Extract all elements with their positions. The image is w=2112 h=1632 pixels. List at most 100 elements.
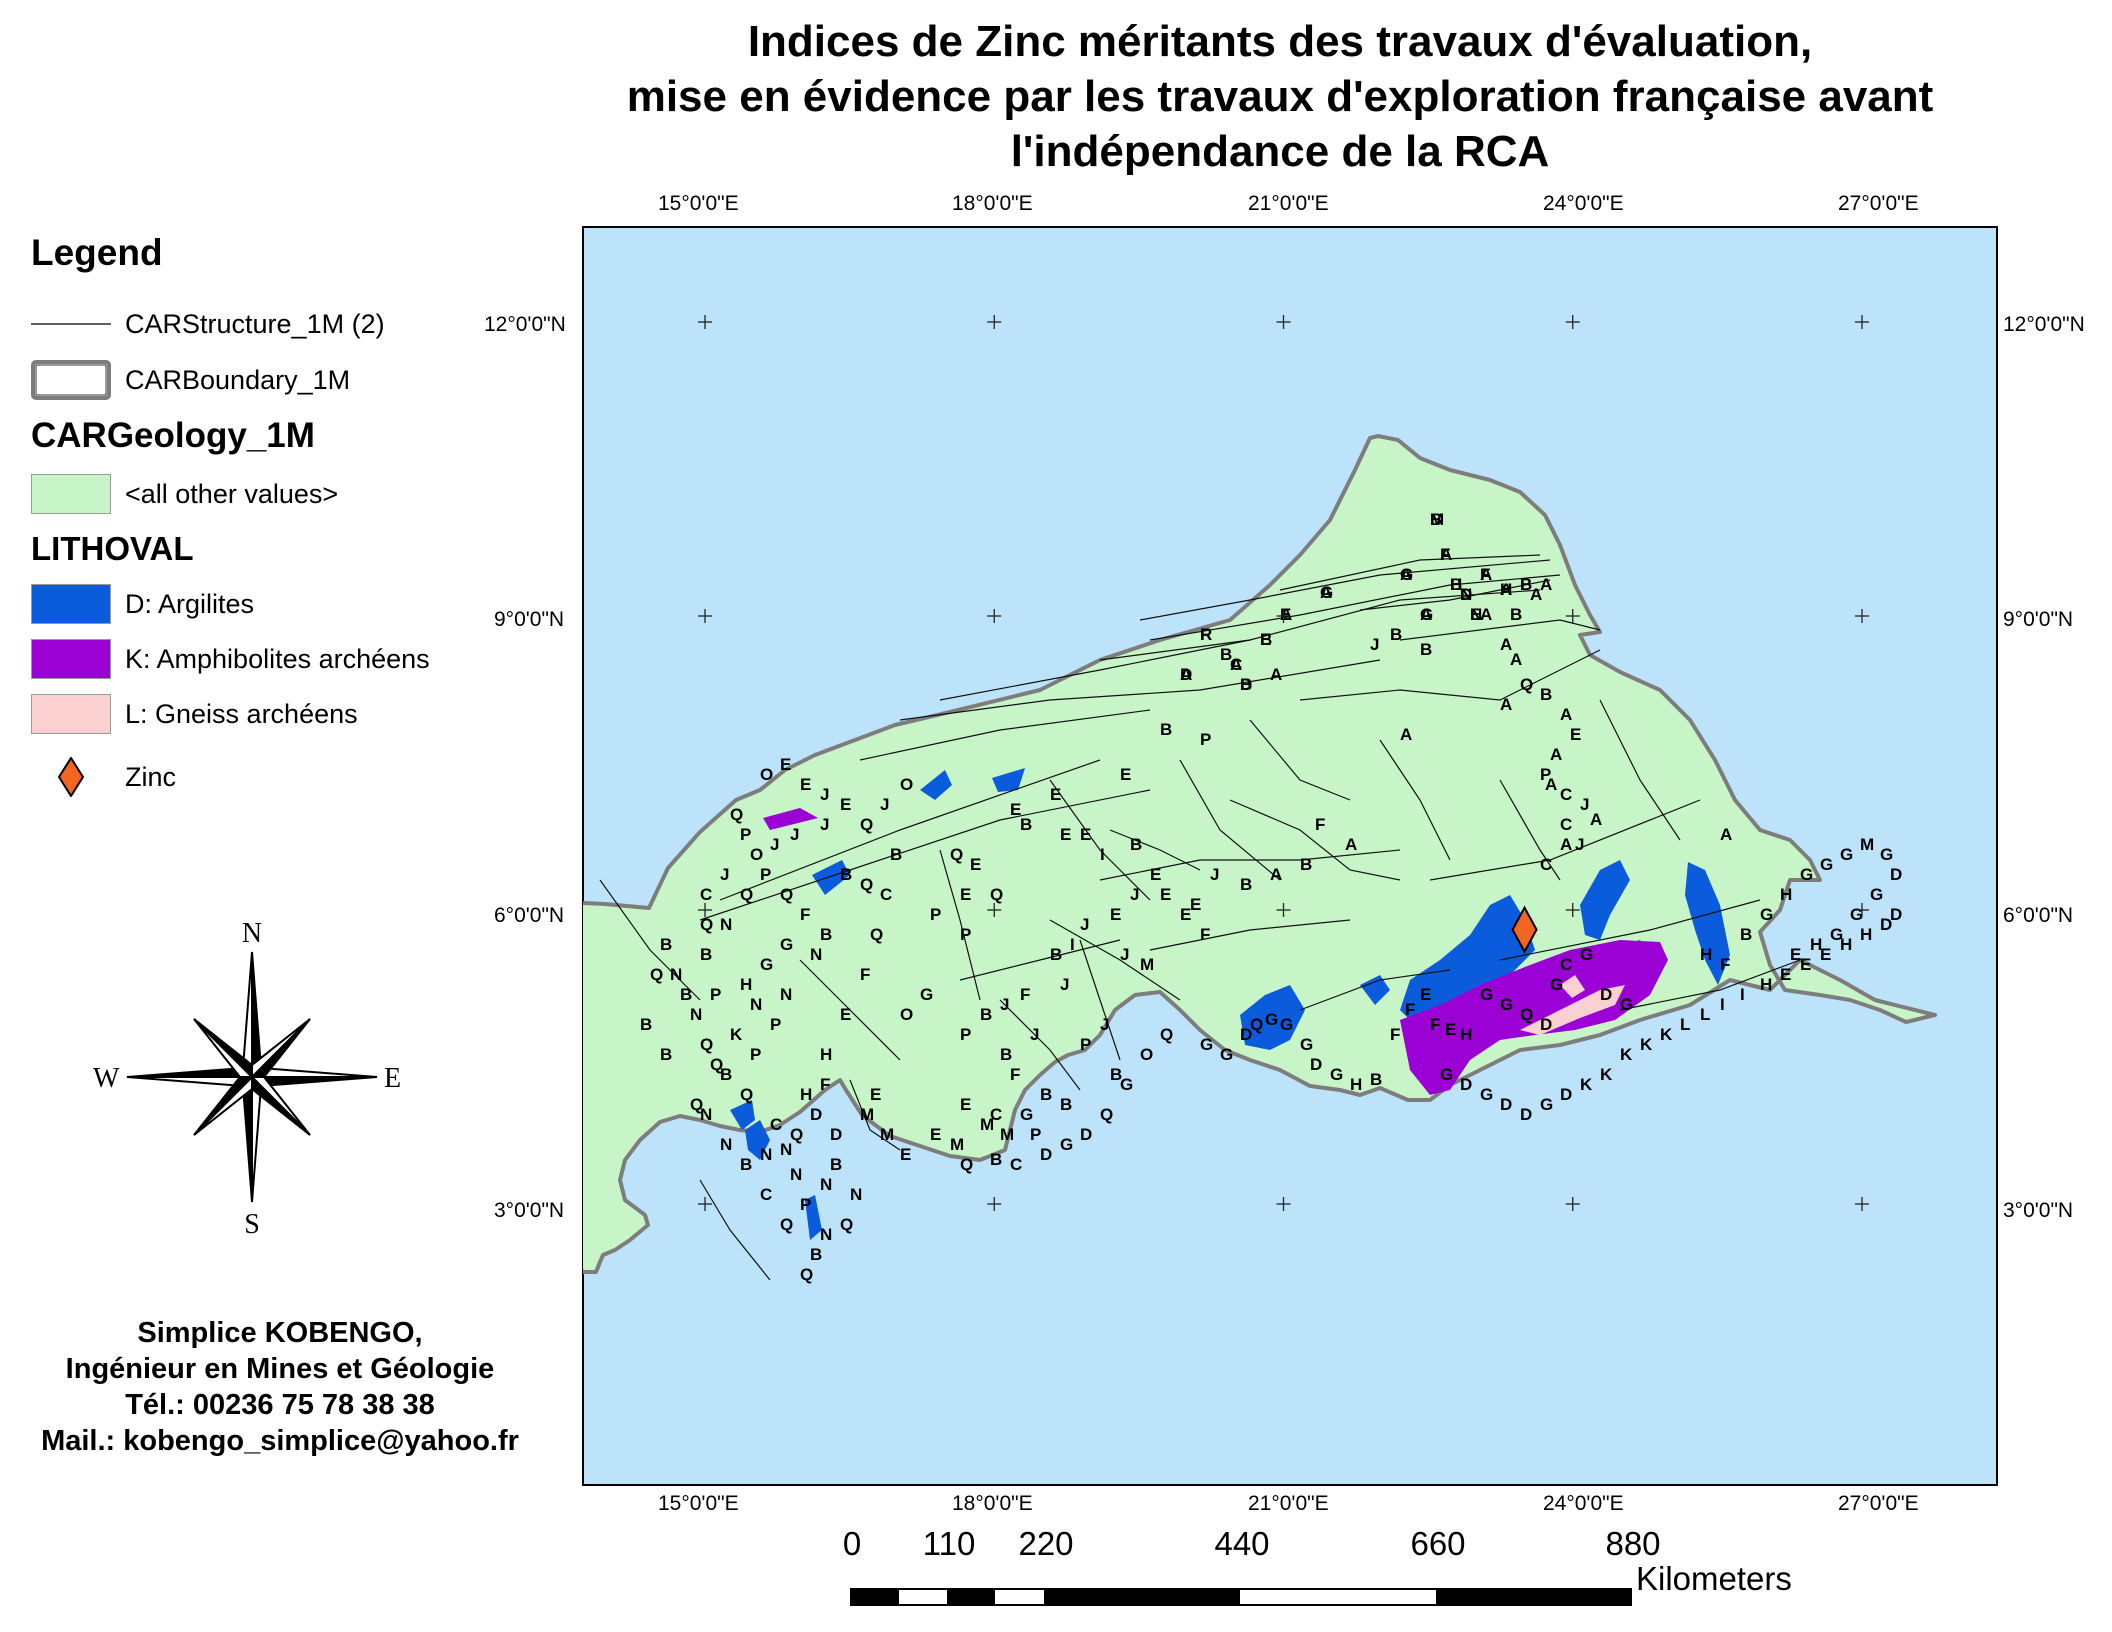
- geology-unit-label: F: [1020, 985, 1030, 1004]
- geology-unit-label: Q: [960, 1155, 973, 1174]
- geology-unit-label: G: [1500, 995, 1513, 1014]
- country-polygon[interactable]: [425, 434, 1937, 1274]
- geology-unit-label: N: [690, 1005, 702, 1024]
- geology-unit-label: I: [1070, 935, 1075, 954]
- geology-unit-label: C: [700, 885, 712, 904]
- geology-unit-label: O: [750, 845, 763, 864]
- geology-unit-label: G: [1400, 565, 1413, 584]
- geology-unit-label: J: [1210, 865, 1219, 884]
- zinc-indice-marker[interactable]: [1511, 905, 1538, 954]
- geology-unit-label: I: [1100, 845, 1105, 864]
- geology-unit-label: F: [1430, 1015, 1440, 1034]
- geology-unit-label: B: [1130, 835, 1142, 854]
- geology-unit-label: N: [670, 965, 682, 984]
- geology-unit-label: M: [1140, 955, 1154, 974]
- zinc-layer[interactable]: [1511, 905, 1538, 954]
- geology-unit-label: O: [900, 775, 913, 794]
- geology-unit-label: F: [1010, 1065, 1020, 1084]
- lon-label-top-18: 18°0'0"E: [952, 192, 1033, 215]
- geology-unit-label: F: [1390, 1025, 1400, 1044]
- geology-unit-label: D: [1240, 675, 1252, 694]
- argilites-swatch: [31, 584, 111, 624]
- geology-unit-label: R: [1200, 625, 1212, 644]
- geology-unit-label: F: [800, 905, 810, 924]
- geology-unit-label: G: [1480, 985, 1493, 1004]
- geology-unit-label: P: [770, 1015, 781, 1034]
- geology-unit-label: K: [730, 1025, 743, 1044]
- geology-unit-label: B: [1240, 675, 1252, 694]
- legend-label-zinc: Zinc: [125, 761, 177, 792]
- geology-unit-label: D: [1600, 985, 1612, 1004]
- geology-unit-label: E: [1120, 765, 1131, 784]
- compass-east-label: E: [384, 1063, 401, 1094]
- geology-unit-label: G: [1120, 1075, 1133, 1094]
- geology-unit-label: E: [1445, 1020, 1456, 1039]
- geology-unit-label: I: [1520, 575, 1525, 594]
- lat-label-right-12: 12°0'0"N: [2003, 313, 2085, 336]
- geology-unit-label: J: [1580, 795, 1589, 814]
- geology-unit-label: N: [850, 1185, 862, 1204]
- geology-unit-label: A: [1320, 583, 1332, 602]
- geology-unit-label: B: [1510, 605, 1522, 624]
- geology-unit-label: B: [1040, 1085, 1052, 1104]
- geology-unit-label: F: [1200, 925, 1210, 944]
- geology-unit-label: E: [1790, 945, 1801, 964]
- geology-unit-label: P: [740, 825, 751, 844]
- geology-unit-label: Q: [860, 815, 873, 834]
- geology-unit-label: B: [1420, 640, 1432, 659]
- scale-bar: [850, 1588, 1632, 1606]
- geology-unit-label: G: [1580, 945, 1593, 964]
- geology-unit-label: G: [1265, 1010, 1278, 1029]
- geology-unit-label: M: [1860, 835, 1874, 854]
- lon-label-bottom-27: 27°0'0"E: [1838, 1492, 1919, 1515]
- geology-unit-label: D: [1240, 1025, 1252, 1044]
- geology-unit-label: A: [1400, 725, 1412, 744]
- geology-unit-label: H: [1780, 885, 1792, 904]
- geology-unit-label: P: [750, 1045, 761, 1064]
- geology-unit-label: E: [930, 1125, 941, 1144]
- geology-unit-label: B: [810, 1245, 822, 1264]
- geology-unit-label: J: [880, 795, 889, 814]
- geology-unit-label: Q: [950, 845, 963, 864]
- geology-unit-label: D: [1880, 915, 1892, 934]
- geology-unit-label: G: [1200, 1035, 1213, 1054]
- lon-label-bottom-18: 18°0'0"E: [952, 1492, 1033, 1515]
- geology-unit-label: K: [1660, 1025, 1673, 1044]
- geology-unit-label: G: [1870, 885, 1883, 904]
- geology-unit-label: B: [1260, 630, 1272, 649]
- geology-unit-label: I: [1720, 995, 1725, 1014]
- geology-unit-label: Q: [870, 925, 883, 944]
- lat-label-left-6: 6°0'0"N: [494, 904, 565, 927]
- geology-unit-label: E: [840, 1005, 851, 1024]
- geology-unit-label: N: [760, 1145, 772, 1164]
- geology-unit-label: I: [1740, 985, 1745, 1004]
- geology-unit-label: A: [1345, 835, 1357, 854]
- geology-unit-label: G: [1830, 925, 1843, 944]
- scale-label-660: 660: [1410, 1525, 1466, 1562]
- geology-unit-label: H: [1700, 945, 1712, 964]
- legend-heading: Legend: [31, 232, 163, 273]
- geology-unit-label: B: [820, 925, 832, 944]
- geology-unit-label: D: [1040, 1145, 1052, 1164]
- geology-unit-label: J: [1060, 975, 1069, 994]
- geology-unit-label: Q: [730, 805, 743, 824]
- lat-label-right-9: 9°0'0"N: [2003, 608, 2074, 631]
- geology-unit-label: J: [820, 815, 829, 834]
- legend-item-other-values: <all other values>: [31, 472, 338, 516]
- legend-lithoval-heading: LITHOVAL: [31, 530, 194, 567]
- geology-unit-label: N: [1470, 605, 1482, 624]
- amphibolites-swatch: [31, 639, 111, 679]
- lat-label-right-3: 3°0'0"N: [2003, 1199, 2074, 1222]
- geology-unit-label: B: [1240, 875, 1252, 894]
- geology-unit-label: B: [1450, 575, 1462, 594]
- title-line-3: l'indépendance de la RCA: [1010, 127, 1550, 176]
- map-title: Indices de Zinc méritants des travaux d'…: [520, 14, 2040, 179]
- scale-label-110: 110: [922, 1525, 976, 1562]
- geology-unit-label: E: [1050, 785, 1061, 804]
- geology-unit-label: Q: [790, 1125, 803, 1144]
- geology-unit-label: A: [1550, 745, 1562, 764]
- geology-unit-label: N: [810, 945, 822, 964]
- geology-unit-label: J: [770, 835, 779, 854]
